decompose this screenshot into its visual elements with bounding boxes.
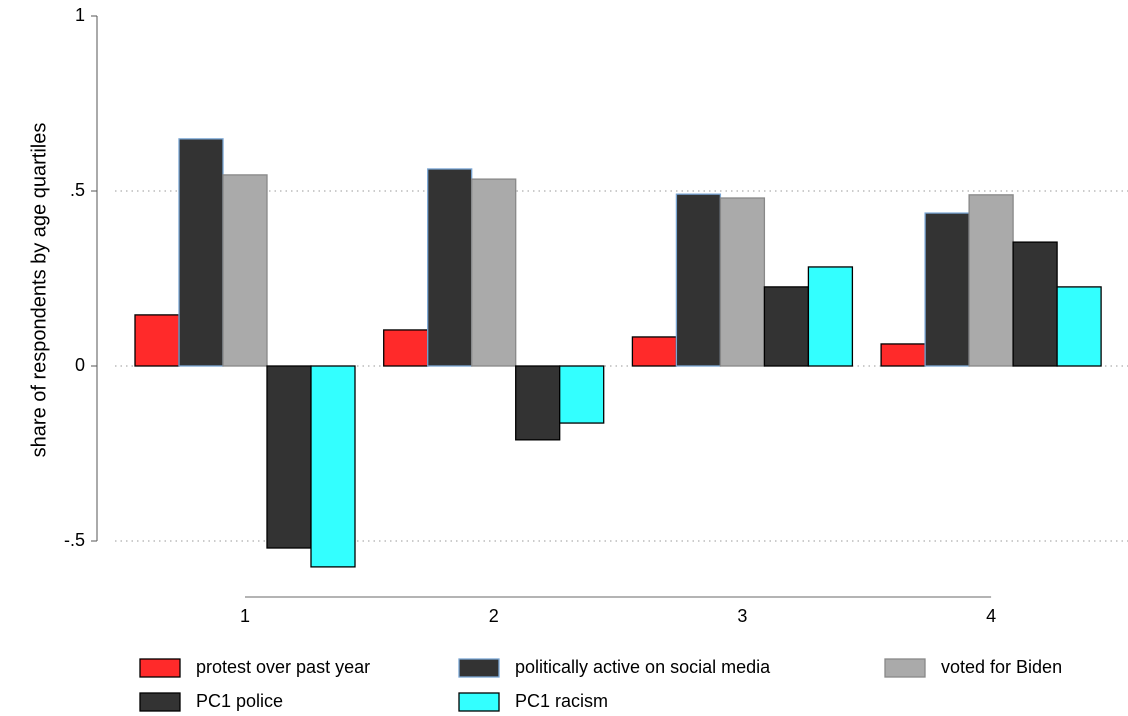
bar [471,178,517,367]
bar [763,286,810,367]
bar [675,193,722,367]
bar [1056,286,1102,367]
bar [631,336,678,367]
legend-swatch [139,658,181,678]
legend-swatch [458,658,500,678]
bar [559,365,605,424]
bar [134,314,180,367]
x-tick-label: 3 [737,606,747,626]
legend-label: PC1 racism [515,691,608,711]
y-tick-label: 0 [75,355,85,375]
x-tick-label: 4 [986,606,996,626]
bar [719,197,766,367]
bar [968,194,1014,367]
legend-label: politically active on social media [515,657,771,677]
bar [383,329,429,367]
legend-swatch [458,692,500,712]
legend-label: PC1 police [196,691,283,711]
y-tick-label: 1 [75,5,85,25]
bar [515,365,561,441]
x-tick-label: 1 [240,606,250,626]
bar [178,138,224,367]
bar [222,174,268,367]
y-axis-label: share of respondents by age quartiles [28,123,50,458]
legend-swatch [884,658,926,678]
bar [266,365,312,549]
legend-swatch [139,692,181,712]
bar [880,343,926,367]
legend-label: voted for Biden [941,657,1062,677]
bar [924,212,970,367]
legend-label: protest over past year [196,657,370,677]
x-tick-label: 2 [489,606,499,626]
y-tick-label: .5 [70,180,85,200]
bar [427,168,473,367]
bar [1012,241,1058,367]
bar [310,365,356,568]
bar [807,266,854,367]
y-tick-label: -.5 [64,530,85,550]
